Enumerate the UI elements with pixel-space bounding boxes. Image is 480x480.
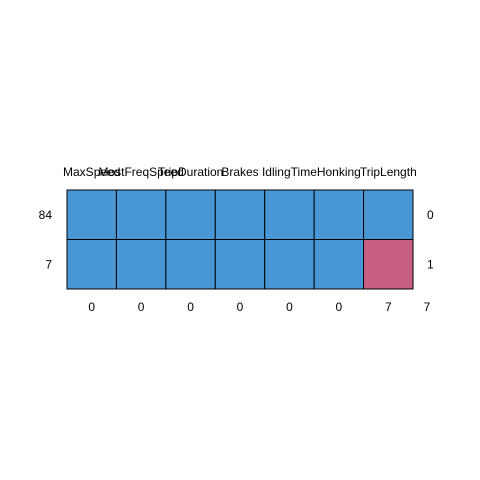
column-missing-0: 0 bbox=[88, 300, 95, 314]
cell-r1-c2 bbox=[165, 239, 216, 290]
cell-r1-c3 bbox=[214, 239, 266, 290]
cell-r0-c6 bbox=[363, 189, 414, 240]
column-label-maxspeed: MaxSpeed bbox=[63, 165, 120, 179]
row-count-1: 7 bbox=[45, 257, 52, 271]
cell-r1-c5 bbox=[313, 239, 365, 290]
column-missing-1: 0 bbox=[138, 300, 145, 314]
column-missing-3: 0 bbox=[237, 300, 244, 314]
cell-r1-c4 bbox=[264, 239, 315, 290]
column-label-tripduration: TripDuration bbox=[158, 165, 224, 179]
column-missing-6: 7 bbox=[385, 300, 392, 314]
row-missing-labels: 01 bbox=[427, 208, 434, 272]
column-missing-5: 0 bbox=[336, 300, 343, 314]
column-label-idlingtime: IdlingTime bbox=[262, 165, 317, 179]
cell-r0-c4 bbox=[264, 189, 315, 240]
column-label-triplength: TripLength bbox=[360, 165, 417, 179]
column-missing-4: 0 bbox=[286, 300, 293, 314]
row-count-0: 84 bbox=[39, 208, 53, 222]
cell-r1-c6 bbox=[363, 239, 414, 290]
column-missing-2: 0 bbox=[187, 300, 194, 314]
cell-r1-c0 bbox=[66, 239, 117, 290]
total-missing-label: 7 bbox=[424, 300, 431, 314]
cell-r0-c5 bbox=[313, 189, 365, 240]
column-label-honking: Honking bbox=[317, 165, 361, 179]
row-count-labels: 84 7 bbox=[39, 208, 53, 272]
cell-r0-c1 bbox=[115, 189, 167, 240]
cell-r0-c2 bbox=[165, 189, 216, 240]
row-missing-1: 1 bbox=[427, 257, 434, 271]
cell-grid bbox=[66, 189, 414, 290]
column-label-brakes: Brakes bbox=[221, 165, 258, 179]
column-label-mostfreqspeed: MostFreqSpeed bbox=[98, 165, 183, 179]
cell-r0-c0 bbox=[66, 189, 117, 240]
row-missing-0: 0 bbox=[427, 208, 434, 222]
column-missing-labels: 0 0 0 0 0 0 7 bbox=[88, 300, 392, 314]
cell-r0-c3 bbox=[214, 189, 266, 240]
cell-r1-c1 bbox=[115, 239, 167, 290]
